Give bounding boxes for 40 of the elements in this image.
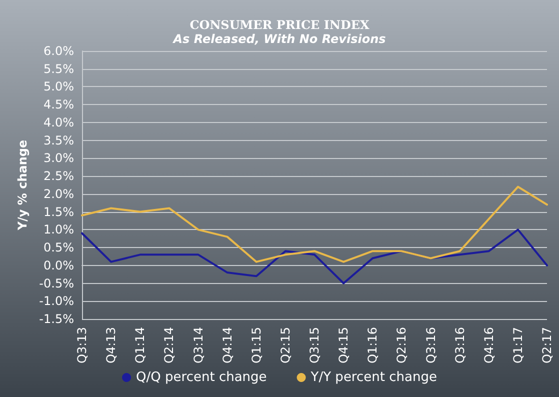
x-tick-label: Q3:13: [75, 327, 89, 364]
y-tick-label: 4.0%: [44, 115, 74, 130]
x-tick-label: Q1:14: [133, 327, 148, 364]
y-tick-label: 1.0%: [44, 222, 74, 237]
y-tick-label: 0.5%: [44, 240, 74, 255]
y-tick-label: 4.5%: [44, 98, 74, 112]
chart-title: CONSUMER PRICE INDEX: [190, 18, 370, 32]
x-tick-label: Q3:15: [308, 327, 322, 364]
y-tick-label: 2.5%: [44, 169, 74, 184]
x-tick-label: Q2:14: [162, 327, 176, 364]
y-tick-label: 5.5%: [44, 62, 74, 76]
x-tick-label: Q4:14: [220, 327, 234, 364]
y-tick-label: -1.0%: [39, 294, 74, 308]
line-series: [81, 228, 548, 284]
y-tick-label: 5.0%: [44, 80, 74, 94]
x-tick-label: Q3:16: [452, 327, 467, 364]
x-tick-label: Q3:14: [191, 327, 206, 364]
x-tick-label: Q4:16: [482, 327, 496, 364]
x-tick-label: Q1:16: [366, 327, 380, 364]
x-tick-label: Q4:15: [336, 327, 351, 364]
line-series: [81, 186, 548, 263]
x-tick-label: Q2:17: [540, 327, 554, 364]
y-tick-label: -0.5%: [39, 276, 74, 290]
x-tick-label: Q3:16: [424, 327, 438, 364]
y-tick-label: 0.0%: [44, 258, 74, 272]
legend-label: Q/Q percent change: [136, 370, 267, 385]
y-tick-label: 3.5%: [44, 133, 74, 148]
x-tick-label: Q2:16: [394, 327, 409, 364]
y-tick-label: 3.0%: [44, 151, 74, 166]
x-tick-label: Q4:13: [104, 327, 118, 364]
x-tick-label: Q2:15: [278, 327, 292, 364]
y-axis-title: Y/y % change: [15, 140, 30, 232]
x-tick-label: Q1:15: [249, 327, 264, 364]
y-tick-label: 2.0%: [44, 186, 74, 201]
x-tick-label: Q1:17: [510, 327, 525, 364]
chart-subtitle: As Released, With No Revisions: [172, 32, 386, 46]
y-tick-label: 1.5%: [44, 204, 74, 219]
legend-label: Y/Y percent change: [310, 370, 437, 385]
y-tick-label: 6.0%: [44, 44, 74, 58]
y-tick-label: -1.5%: [39, 312, 74, 326]
